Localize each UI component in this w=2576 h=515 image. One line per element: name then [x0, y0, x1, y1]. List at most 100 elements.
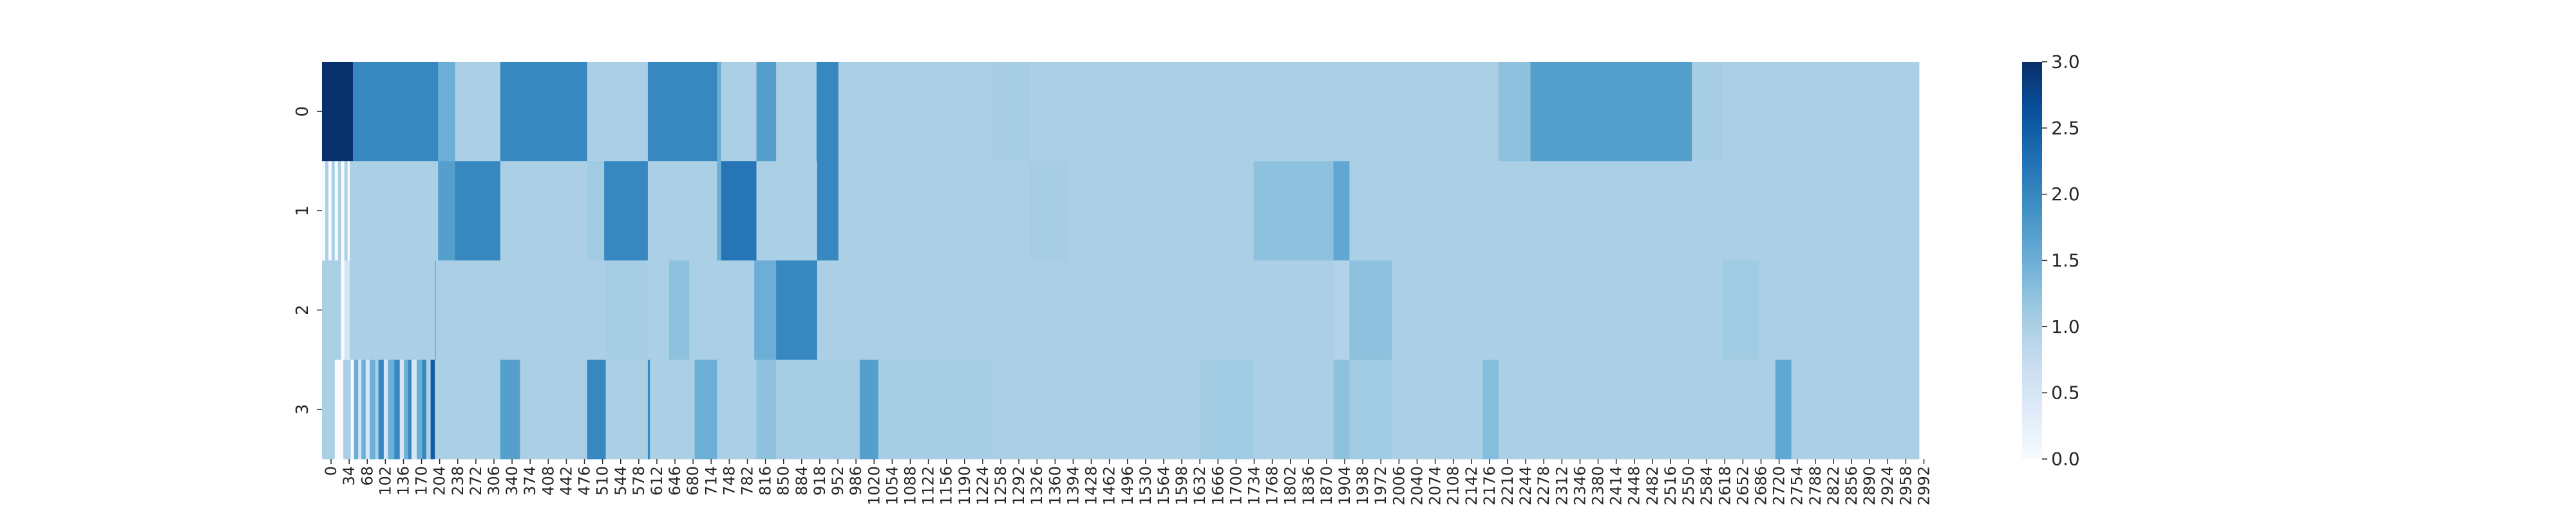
heatmap-cells — [322, 62, 1920, 460]
heatmap-cell-row-3 — [426, 359, 431, 460]
x-tick-label: 1870 — [1318, 466, 1336, 505]
heatmap-cell-row-3 — [587, 359, 607, 460]
heatmap-cell-row-1 — [604, 161, 649, 261]
colorbar-tick-label: 2.0 — [2051, 183, 2080, 205]
x-tick-label: 1972 — [1372, 466, 1390, 505]
heatmap-cell-row-0 — [721, 62, 757, 162]
heatmap-cell-row-1 — [337, 161, 342, 261]
x-tick-label: 850 — [775, 466, 793, 496]
heatmap-cell-row-3 — [399, 359, 404, 460]
colorbar-tick-label: 0.5 — [2051, 382, 2080, 404]
heatmap-cell-row-3 — [776, 359, 860, 460]
heatmap-cell-row-3 — [500, 359, 520, 460]
heatmap-cell-row-0 — [438, 62, 456, 162]
heatmap-cell-row-3 — [375, 359, 379, 460]
heatmap-cell-row-0 — [992, 62, 1030, 162]
heatmap-cell-row-1 — [721, 161, 757, 261]
heatmap-cell-row-1 — [838, 161, 1030, 261]
colorbar-tick-label: 2.5 — [2051, 117, 2080, 138]
x-tick-label: 68 — [358, 466, 376, 486]
x-tick-label: 544 — [612, 466, 630, 496]
x-tick-label: 1938 — [1354, 466, 1372, 505]
x-tick-label: 748 — [720, 466, 738, 496]
heatmap-cell-row-1 — [341, 161, 345, 261]
x-tick-label: 918 — [811, 466, 829, 496]
x-tick-label: 1258 — [992, 466, 1010, 505]
heatmap-cell-row-3 — [394, 359, 401, 460]
heatmap-cell-row-2 — [435, 260, 607, 360]
heatmap-cell-row-3 — [404, 359, 409, 460]
x-tick-label: 2040 — [1408, 466, 1426, 505]
heatmap-cell-row-2 — [605, 260, 649, 360]
heatmap-cell-row-0 — [1722, 62, 1920, 162]
x-tick-label: 204 — [431, 466, 449, 496]
heatmap-cell-row-1 — [647, 161, 717, 261]
heatmap-cell-row-0 — [500, 62, 588, 162]
heatmap-cell-row-3 — [422, 359, 427, 460]
x-tick-label: 2244 — [1517, 466, 1535, 505]
x-tick-label: 1564 — [1155, 466, 1173, 505]
colorbar-tick-label: 3.0 — [2051, 52, 2080, 73]
x-tick-label: 2924 — [1879, 466, 1897, 505]
x-tick-label: 2176 — [1481, 466, 1499, 505]
x-tick-label: 1394 — [1064, 466, 1082, 505]
heatmap-cell-row-0 — [1692, 62, 1723, 162]
x-axis-ticks: 0 34 68 102 136 170 204 238 272 306 340 374 408 442 47… — [322, 459, 1933, 505]
x-tick-label: 1122 — [920, 466, 938, 505]
x-tick-label: 374 — [521, 466, 539, 496]
heatmap-cell-row-0 — [322, 62, 354, 162]
heatmap-cell-row-3 — [358, 359, 362, 460]
heatmap-cell-row-3 — [361, 359, 366, 460]
x-tick-label: 1530 — [1137, 466, 1155, 505]
x-tick-label: 2890 — [1861, 466, 1879, 505]
x-tick-label: 340 — [503, 466, 521, 496]
x-tick-label: 1020 — [865, 466, 883, 505]
heatmap-cell-row-3 — [992, 359, 1201, 460]
heatmap-cell-row-3 — [370, 359, 376, 460]
heatmap-cell-row-2 — [349, 260, 435, 360]
x-tick-label: 1292 — [1010, 466, 1028, 505]
x-tick-label: 952 — [829, 466, 847, 496]
heatmap-cell-row-3 — [1253, 359, 1334, 460]
x-tick-label: 1598 — [1173, 466, 1191, 505]
x-tick-label: 272 — [467, 466, 485, 496]
x-tick-label: 1666 — [1209, 466, 1227, 505]
x-tick-label: 2652 — [1734, 466, 1752, 505]
x-tick-label: 1224 — [974, 466, 992, 505]
x-tick-label: 612 — [648, 466, 666, 496]
x-tick-label: 2550 — [1680, 466, 1698, 505]
x-tick-label: 476 — [576, 466, 594, 496]
heatmap-cell-row-3 — [343, 359, 352, 460]
heatmap-cell-row-3 — [334, 359, 344, 460]
heatmap-cell-row-1 — [1067, 161, 1255, 261]
x-tick-label: 2754 — [1788, 466, 1806, 505]
x-tick-label: 0 — [322, 466, 340, 476]
heatmap-cell-row-1 — [1253, 161, 1334, 261]
x-tick-label: 1700 — [1227, 466, 1245, 505]
heatmap-cell-row-0 — [776, 62, 817, 162]
x-tick-label: 1802 — [1282, 466, 1300, 505]
x-tick-label: 2958 — [1897, 466, 1915, 505]
heatmap-cell-row-0 — [455, 62, 501, 162]
y-tick-label: 3 — [293, 404, 312, 415]
heatmap-cell-row-3 — [1200, 359, 1255, 460]
x-tick-label: 2210 — [1499, 466, 1517, 505]
heatmap-cell-row-3 — [878, 359, 993, 460]
x-tick-label: 1326 — [1028, 466, 1046, 505]
colorbar-tick-label: 1.0 — [2051, 316, 2080, 337]
heatmap-cell-row-3 — [520, 359, 588, 460]
heatmap-cell-row-1 — [349, 161, 439, 261]
heatmap-cell-row-0 — [1498, 62, 1531, 162]
heatmap-cell-row-2 — [1759, 260, 1920, 360]
heatmap-cell-row-2 — [1349, 260, 1392, 360]
heatmap-cell-row-3 — [605, 359, 649, 460]
x-tick-label: 2108 — [1444, 466, 1463, 505]
x-tick-label: 2482 — [1643, 466, 1662, 505]
heatmap-cell-row-3 — [1349, 359, 1392, 460]
x-tick-label: 782 — [739, 466, 757, 496]
x-tick-label: 1190 — [956, 466, 974, 505]
x-tick-label: 1054 — [883, 466, 901, 505]
x-tick-label: 2346 — [1571, 466, 1589, 505]
heatmap-cell-row-3 — [1775, 359, 1792, 460]
heatmap-cell-row-2 — [668, 260, 690, 360]
